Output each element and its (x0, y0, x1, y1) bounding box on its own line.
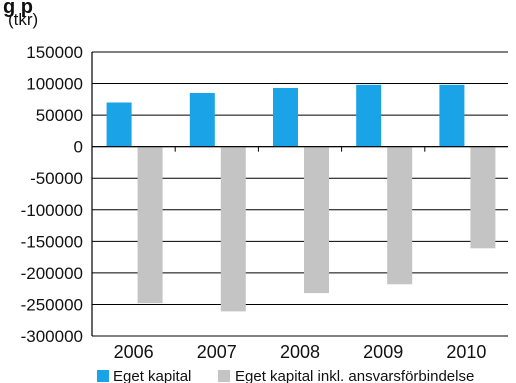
legend-eget-kapital-inkl-label: Eget kapital inkl. ansvarsförbindelse (235, 368, 474, 383)
bar-eget-kapital-2006 (106, 102, 132, 147)
bar-eget-kapital-2007 (189, 93, 215, 147)
y-tick-label: 0 (74, 138, 83, 157)
x-tick-label: 2008 (280, 342, 320, 362)
y-axis-tick-labels: 150000 100000 50000 0 -50000 -100000 -150000 -2… (21, 43, 83, 346)
x-tick-label: 2010 (446, 342, 486, 362)
y-tick-label: 150000 (26, 43, 83, 62)
y-tick-label: -100000 (21, 201, 83, 220)
axes (91, 52, 508, 336)
unit-label: (tkr) (8, 10, 38, 29)
bar-eget-kapital-inkl-2009 (387, 146, 413, 285)
y-tick-label: -250000 (21, 295, 83, 314)
bar-eget-kapital-2008 (273, 87, 298, 147)
legend: Eget kapital Eget kapital inkl. ansvarsfö… (97, 368, 474, 383)
y-tick-label: -150000 (21, 232, 83, 251)
y-tick-label: 50000 (36, 106, 83, 125)
bar-eget-kapital-inkl-2010 (470, 146, 496, 249)
x-tick-label: 2006 (114, 342, 154, 362)
y-tick-label: -50000 (30, 169, 83, 188)
bar-eget-kapital-inkl-2006 (137, 146, 163, 304)
y-tick-label: -200000 (21, 264, 83, 283)
bars (106, 84, 496, 312)
y-tick-label: -300000 (21, 327, 83, 346)
bar-eget-kapital-2009 (356, 84, 382, 147)
y-tick-label: 100000 (26, 75, 83, 94)
x-tick-label: 2009 (363, 342, 403, 362)
legend-eget-kapital-label: Eget kapital (113, 368, 191, 383)
chart-title-fragment: g p (3, 0, 33, 18)
bar-eget-kapital-inkl-2008 (304, 146, 329, 294)
legend-eget-kapital-inkl-swatch (218, 370, 230, 382)
legend-eget-kapital-swatch (97, 370, 109, 382)
x-axis-tick-labels: 2006 2007 2008 2009 2010 (114, 342, 487, 362)
bar-eget-kapital-inkl-2007 (220, 146, 246, 312)
x-tick-label: 2007 (197, 342, 237, 362)
bar-eget-kapital-2010 (439, 84, 465, 147)
